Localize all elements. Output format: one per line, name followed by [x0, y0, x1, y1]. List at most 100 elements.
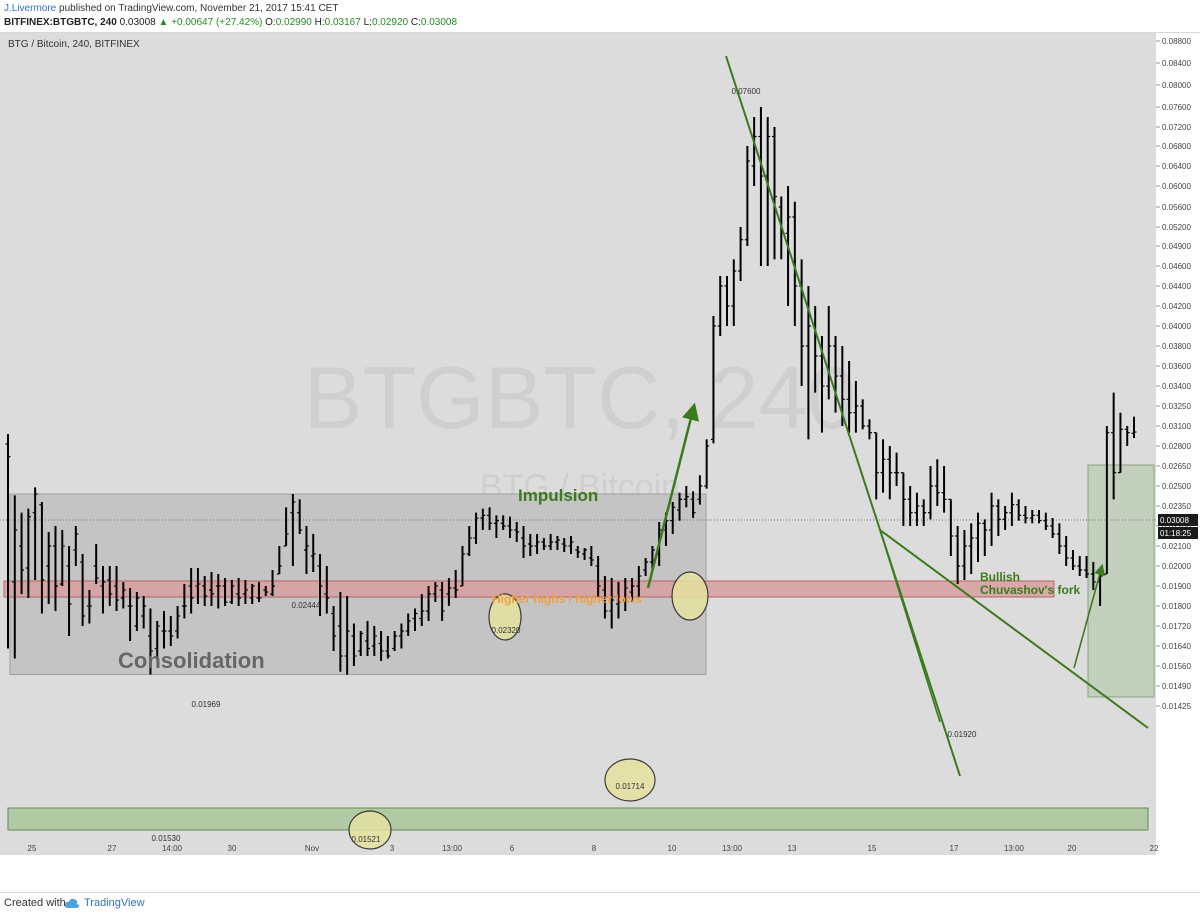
- ohlc-bar: [670, 502, 676, 534]
- ohlc-bar: [365, 621, 371, 656]
- ohlc-bar: [344, 596, 350, 675]
- ohlc-bar: [1117, 412, 1123, 474]
- ohlc-bar: [961, 530, 967, 580]
- ohlc-bar: [419, 594, 425, 626]
- ohlc-bar: [622, 578, 628, 611]
- time-tick-label: 8: [592, 844, 597, 853]
- ohlc-bar: [595, 556, 601, 598]
- ohlc-bar: [521, 526, 527, 558]
- ohlc-bar: [317, 554, 323, 616]
- ohlc-bar: [473, 512, 479, 544]
- ohlc-bar: [453, 570, 459, 598]
- higher-highs-label: Higher highs / higher lows: [492, 592, 642, 606]
- ohlc-bar: [738, 227, 744, 281]
- ohlc-bar: [826, 306, 832, 400]
- ohlc-bar: [1084, 556, 1090, 578]
- ohlc-bar: [46, 532, 52, 604]
- ohlc-bar: [683, 486, 689, 508]
- ohlc-bar: [331, 606, 337, 651]
- ohlc-bar: [717, 276, 723, 336]
- price-label: 0.01521: [352, 835, 381, 844]
- ohlc-bar: [1090, 562, 1096, 590]
- ohlc-bar: [1111, 392, 1117, 500]
- ohlc-bar: [853, 381, 859, 433]
- time-axis: 25 27 14:00 30 Nov 3 13:00 6 8 10 13:00 13 15 17 13:00…: [28, 844, 1159, 853]
- time-tick-label: 3: [390, 844, 395, 853]
- ohlc-bar: [412, 608, 418, 631]
- ohlc-bar: [371, 626, 377, 656]
- price-tick-label: 0.04600: [1162, 262, 1191, 271]
- ohlc-bar: [195, 568, 201, 604]
- highlight-circle: [348, 810, 392, 850]
- ohlc-bar: [114, 566, 120, 611]
- ohlc-bar: [466, 526, 472, 556]
- ohlc-bar: [1009, 492, 1015, 526]
- tradingview-brand[interactable]: TradingView: [84, 897, 145, 909]
- price-tick-label: 0.02650: [1162, 462, 1191, 471]
- publish-info: published on TradingView.com, November 2…: [59, 3, 339, 14]
- price-tick-label: 0.07200: [1162, 123, 1191, 132]
- ohlc-line: BITFINEX:BTGBTC, 240 0.03008 ▲ +0.00647 …: [4, 17, 457, 28]
- ohlc-bars: [5, 107, 1137, 675]
- ohlc-bar: [358, 631, 364, 656]
- ohlc-bar: [19, 512, 25, 594]
- ohlc-bar: [493, 515, 499, 538]
- ohlc-bar: [846, 361, 852, 433]
- ohlc-bar: [690, 491, 696, 518]
- ohlc-bar: [629, 578, 635, 602]
- ohlc-bar: [1056, 523, 1062, 554]
- ohlc-bar: [127, 588, 133, 641]
- ohlc-bar: [100, 566, 106, 614]
- ohlc-bar: [697, 475, 703, 505]
- countdown-tag: [1158, 527, 1198, 539]
- ohlc-bar: [914, 492, 920, 526]
- price-tick-label: 0.01720: [1162, 622, 1191, 631]
- ohlc-bar: [290, 494, 296, 566]
- ohlc-bar: [568, 536, 574, 554]
- ohlc-bar: [385, 636, 391, 659]
- high-value: 0.03167: [324, 17, 361, 28]
- price-label: 0.02444: [292, 601, 321, 610]
- fork-lower-line: [879, 529, 941, 723]
- current-price-tag: [1158, 514, 1198, 526]
- ohlc-bar: [866, 419, 872, 440]
- ohlc-bar: [1124, 426, 1130, 446]
- ohlc-bar: [1070, 550, 1076, 570]
- ohlc-bar: [955, 526, 961, 584]
- ohlc-bar: [310, 534, 316, 572]
- author-link[interactable]: J.Livermore: [4, 3, 57, 14]
- ohlc-bar: [487, 507, 493, 530]
- ohlc-bar: [459, 546, 465, 587]
- price-tick-label: 0.02800: [1162, 442, 1191, 451]
- ohlc-bar: [561, 538, 567, 552]
- price-label: 0.01714: [616, 782, 645, 791]
- price-axis-background: [1156, 33, 1200, 855]
- ohlc-bar: [154, 621, 160, 659]
- ohlc-bar: [256, 582, 262, 602]
- ohlc-bar: [934, 459, 940, 506]
- ohlc-bar: [426, 586, 432, 621]
- time-tick-label: Nov: [305, 844, 319, 853]
- price-tick-label: 0.04400: [1162, 282, 1191, 291]
- highlight-circle: [488, 593, 522, 641]
- tradingview-cloud-icon: [64, 898, 80, 908]
- impulsion-arrow: [646, 402, 700, 589]
- ohlc-bar: [242, 580, 248, 604]
- support-zone: [7, 807, 1149, 831]
- price-label: 0.07600: [732, 87, 761, 96]
- ohlc-bar: [554, 536, 560, 550]
- ohlc-bar: [514, 522, 520, 542]
- ohlc-bar: [500, 515, 506, 530]
- price-tick-label: 0.06800: [1162, 142, 1191, 151]
- ohlc-bar: [582, 548, 588, 560]
- time-tick-label: 13:00: [722, 844, 743, 853]
- current-price-tag-text: 0.03008: [1160, 516, 1189, 525]
- ohlc-bar: [270, 570, 276, 596]
- ohlc-bar: [860, 399, 866, 430]
- ohlc-bar: [731, 259, 737, 326]
- ohlc-bar: [710, 316, 716, 444]
- ohlc-bar: [928, 466, 934, 520]
- price-tick-label: 0.08000: [1162, 81, 1191, 90]
- ohlc-bar: [968, 523, 974, 574]
